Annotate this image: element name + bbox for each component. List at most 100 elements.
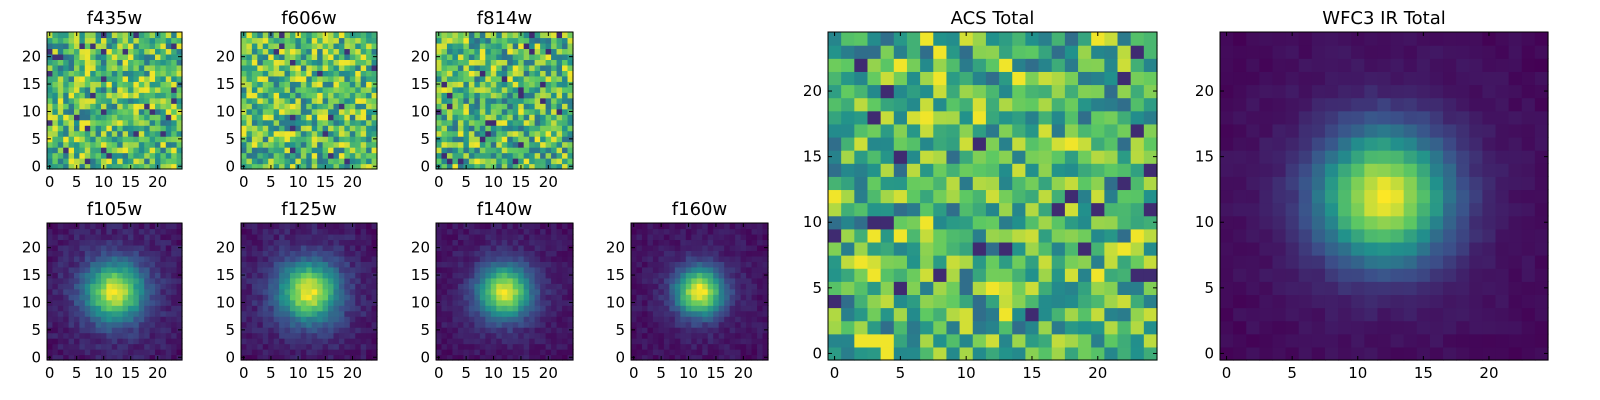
heatmap-cell (322, 338, 329, 345)
heatmap-cell (317, 327, 324, 334)
heatmap-cell (999, 215, 1013, 230)
heatmap-cell (57, 64, 64, 71)
heatmap-cell (691, 272, 698, 279)
heatmap-cell (111, 48, 118, 55)
heatmap-cell (680, 255, 687, 262)
heatmap-cell (262, 266, 269, 273)
heatmap-cell (133, 272, 140, 279)
heatmap-cell (841, 268, 855, 282)
heatmap-cell (729, 223, 736, 230)
heatmap-cell (117, 250, 124, 257)
heatmap-cell (641, 250, 649, 257)
heatmap-cell (523, 255, 530, 262)
heatmap-cell (366, 114, 373, 121)
heatmap-cell (551, 70, 558, 77)
heatmap-cell (338, 136, 345, 143)
heatmap-cell (47, 141, 53, 148)
heatmap-cell (360, 32, 367, 39)
heatmap-cell (251, 223, 258, 230)
heatmap-cell (540, 277, 547, 284)
heatmap-cell (562, 239, 569, 246)
heatmap-cell (551, 163, 558, 170)
heatmap-cell (1104, 307, 1119, 322)
heatmap-cell (176, 277, 183, 284)
heatmap-cell (360, 86, 367, 93)
heatmap-cell (344, 299, 351, 306)
heatmap-cell (1064, 294, 1079, 309)
heatmap-cell (155, 294, 161, 301)
heatmap-cell (867, 163, 882, 177)
heatmap-cell (284, 114, 291, 121)
heatmap-cell (446, 125, 454, 132)
heatmap-cell (90, 327, 97, 334)
heatmap-cell (972, 294, 987, 309)
heatmap-cell (718, 250, 725, 257)
heatmap-cell (349, 70, 356, 77)
heatmap-cell (295, 125, 302, 132)
heatmap-cell (176, 338, 183, 345)
heatmap-cell (540, 261, 547, 268)
heatmap-cell (333, 37, 340, 44)
heatmap-cell (52, 108, 59, 115)
heatmap-cell (68, 332, 75, 339)
heatmap-cell (241, 338, 248, 345)
heatmap-cell (251, 255, 258, 262)
heatmap-cell (512, 147, 519, 154)
heatmap-cell (457, 158, 464, 165)
heatmap-cell (144, 283, 151, 290)
heatmap-cell (479, 228, 486, 235)
heatmap-cell (366, 92, 373, 99)
heatmap-cell (652, 349, 659, 356)
heatmap-cell (501, 147, 508, 154)
heatmap-cell (57, 233, 64, 241)
heatmap-cell (562, 277, 569, 284)
heatmap-cell (289, 163, 296, 170)
heatmap-cell (79, 354, 86, 361)
heatmap-cell (1051, 281, 1066, 295)
heatmap-cell (641, 228, 649, 235)
heatmap-cell (117, 92, 124, 99)
heatmap-cell (457, 233, 464, 241)
heatmap-cell (724, 239, 731, 246)
heatmap-cell (251, 283, 258, 290)
heatmap-cell (485, 32, 492, 39)
heatmap-cell (457, 266, 464, 273)
heatmap-cell (729, 261, 736, 268)
heatmap-cell (349, 92, 356, 99)
heatmap-cell (122, 108, 129, 115)
heatmap-cell (246, 92, 253, 99)
heatmap-cell (355, 343, 362, 350)
heatmap-cell (74, 316, 80, 323)
heatmap-cell (567, 42, 574, 50)
heatmap-cell (512, 108, 519, 115)
heatmap-cell (551, 332, 558, 339)
heatmap-cell (463, 64, 470, 71)
heatmap-cell (501, 64, 508, 71)
heatmap-cell (735, 239, 742, 246)
heatmap-cell (63, 158, 70, 165)
heatmap-cell (149, 321, 156, 328)
heatmap-cell (1078, 176, 1092, 191)
heatmap-cell (273, 233, 280, 241)
heatmap-cell (1012, 228, 1026, 243)
heatmap-cell (518, 147, 525, 154)
heatmap-cell (512, 250, 519, 257)
heatmap-cell (680, 233, 687, 241)
heatmap-cell (366, 250, 373, 257)
heatmap-cell (669, 277, 676, 284)
heatmap-cell (63, 255, 70, 262)
heatmap-cell (985, 202, 1000, 217)
heatmap-cell (344, 223, 351, 230)
heatmap-cell (496, 59, 503, 66)
heatmap-cell (556, 97, 563, 104)
heatmap-cell (529, 327, 536, 334)
heatmap-cell (880, 176, 895, 191)
heatmap-cell (79, 343, 86, 350)
heatmap-cell (122, 163, 129, 170)
heatmap-cell (144, 310, 151, 317)
heatmap-cell (333, 152, 340, 159)
heatmap-cell (328, 152, 335, 159)
heatmap-cell (507, 125, 514, 132)
heatmap-cell (262, 53, 269, 60)
heatmap-cell (344, 266, 351, 273)
